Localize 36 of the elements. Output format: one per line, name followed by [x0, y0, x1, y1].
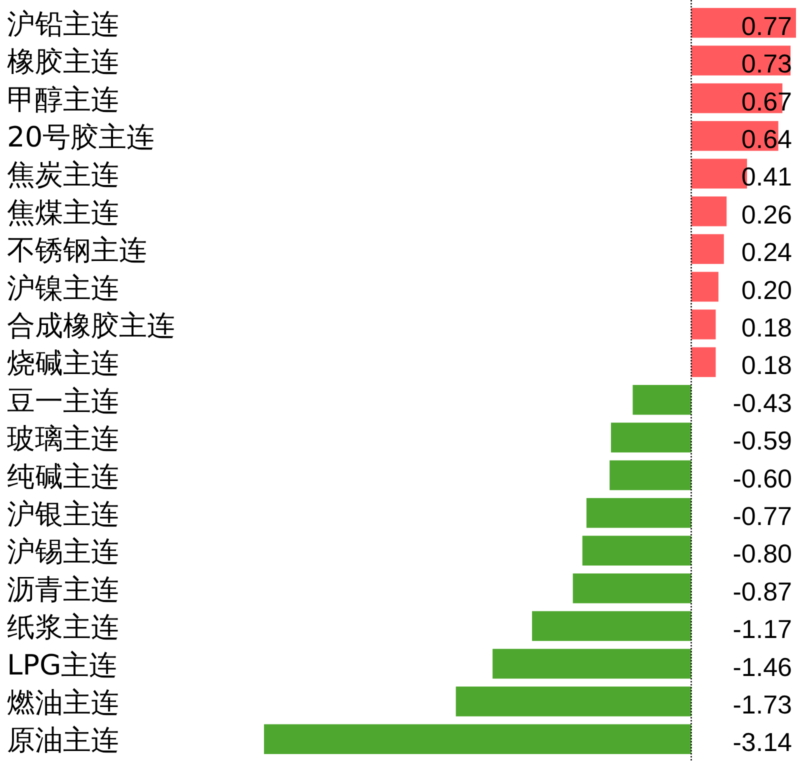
value-label: -0.80	[732, 538, 792, 569]
category-label: 不锈钢主连	[7, 234, 147, 267]
category-label: 纯碱主连	[7, 460, 119, 493]
value-label: 0.18	[741, 350, 792, 380]
category-label: 沪锡主连	[7, 535, 119, 568]
category-label: 烧碱主连	[7, 346, 119, 380]
value-label: 0.20	[741, 274, 792, 305]
value-label: 0.26	[741, 199, 792, 230]
value-label: -1.17	[732, 614, 792, 644]
category-label: 玻璃主连	[7, 422, 119, 456]
category-label: 沪银主连	[7, 497, 119, 530]
value-label: -0.59	[732, 426, 792, 456]
value-label: 0.18	[741, 312, 792, 342]
category-label: 原油主连	[7, 724, 119, 757]
category-label: LPG主连	[7, 648, 118, 682]
category-label: 沪铅主连	[7, 7, 119, 40]
value-label: -3.14	[732, 727, 792, 758]
category-label: 橡胶主连	[7, 45, 119, 78]
category-label: 豆一主连	[7, 384, 119, 418]
category-label: 沥青主连	[7, 572, 119, 606]
category-label: 纸浆主连	[7, 610, 119, 644]
category-label: 燃油主连	[7, 686, 119, 719]
category-label: 甲醇主连	[7, 82, 119, 116]
category-label: 焦炭主连	[7, 158, 119, 192]
value-label: -0.87	[732, 576, 792, 606]
value-label: -1.46	[732, 652, 792, 682]
value-label: -0.43	[732, 388, 792, 418]
value-label: 0.24	[741, 237, 792, 268]
category-label: 沪镍主连	[7, 271, 119, 304]
category-label: 合成橡胶主连	[7, 308, 175, 342]
category-label: 20号胶主连	[7, 120, 155, 154]
value-label: -1.73	[732, 689, 792, 720]
value-label: -0.77	[732, 500, 792, 531]
value-label: 0.77	[741, 10, 792, 41]
category-label: 焦煤主连	[7, 196, 119, 229]
value-label: -0.60	[732, 463, 792, 494]
